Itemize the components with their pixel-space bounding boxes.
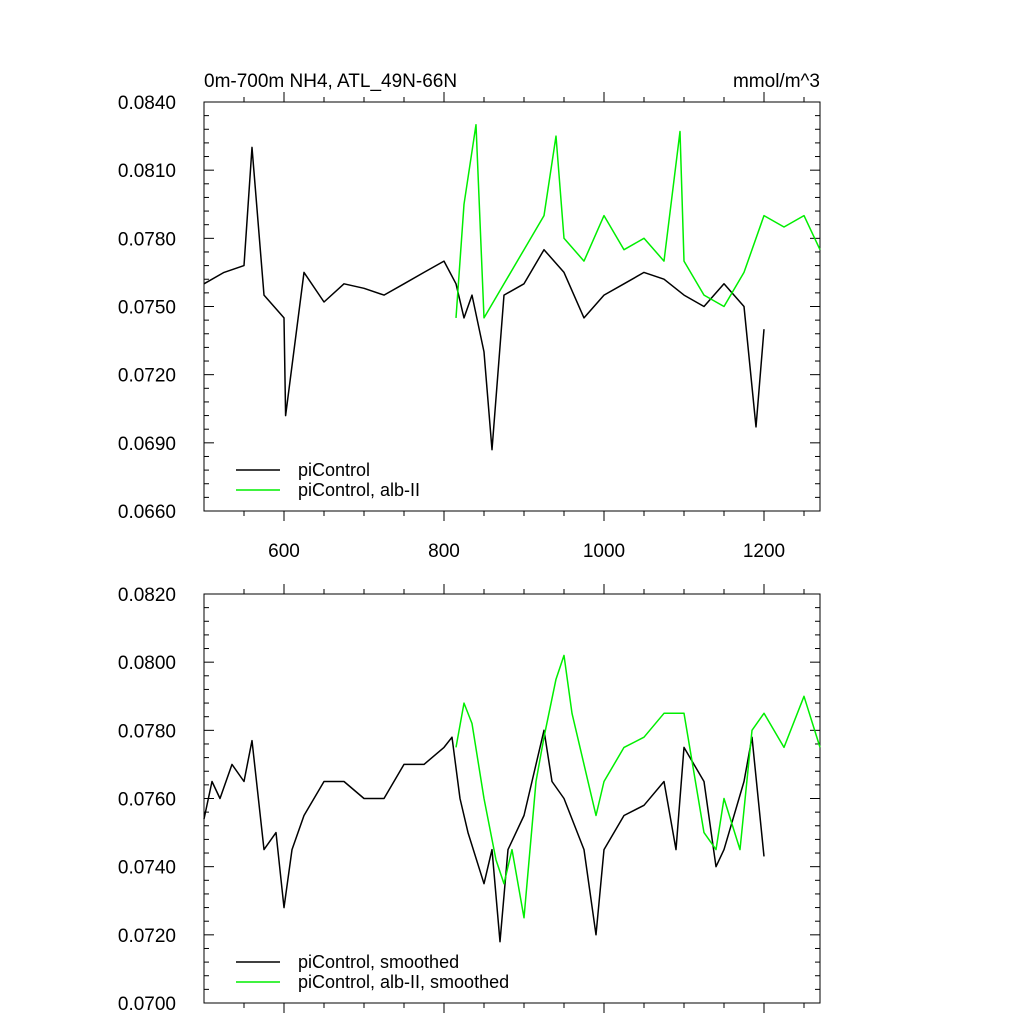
legend-label-picontrol-smoothed: piControl, smoothed <box>298 952 459 972</box>
top-chart-series <box>203 123 821 451</box>
y-tick-label: 0.0750 <box>118 298 176 319</box>
y-tick-label: 0.0810 <box>118 161 176 182</box>
y-tick-label: 0.0760 <box>118 790 176 811</box>
y-tick-label: 0.0740 <box>118 858 176 879</box>
x-tick-label: 800 <box>428 541 460 562</box>
bottom-chart-ticks: 0.0700 0.0720 0.0740 0.0760 0.0780 0.0800 0.08… <box>118 584 820 1015</box>
y-tick-label: 0.0690 <box>118 434 176 455</box>
top-chart-title: 0m-700m NH4, ATL_49N-66N <box>204 71 457 92</box>
legend-label-picontrol: piControl <box>298 460 370 480</box>
y-tick-label: 0.0840 <box>118 93 176 114</box>
y-tick-label: 0.0780 <box>118 229 176 250</box>
bottom-chart-series <box>203 654 821 943</box>
x-tick-label: 600 <box>268 541 300 562</box>
bottom-chart-plot-frame <box>203 593 821 1004</box>
top-chart-units: mmol/m^3 <box>733 71 820 92</box>
series-line-1-0 <box>203 729 765 943</box>
y-tick-label: 0.0660 <box>118 502 176 523</box>
top-chart-panel: 0m-700m NH4, ATL_49N-66N mmol/m^3 0.0660… <box>118 71 821 562</box>
bottom-chart-legend: piControl, smoothed piControl, alb-II, s… <box>236 952 509 992</box>
bottom-chart-panel: 0.0700 0.0720 0.0740 0.0760 0.0780 0.0800 0.08… <box>118 584 821 1015</box>
y-tick-label: 0.0720 <box>118 366 176 387</box>
series-line-0-0 <box>203 146 765 451</box>
y-tick-label: 0.0800 <box>118 653 176 674</box>
y-tick-label: 0.0780 <box>118 721 176 742</box>
y-tick-label: 0.0820 <box>118 585 176 606</box>
series-line-1-1 <box>455 654 821 919</box>
legend-label-picontrol-alb-ii-smoothed: piControl, alb-II, smoothed <box>298 972 509 992</box>
top-chart-legend: piControl piControl, alb-II <box>236 460 420 500</box>
y-tick-label: 0.0720 <box>118 926 176 947</box>
x-tick-label: 1000 <box>583 541 625 562</box>
legend-label-picontrol-alb-ii: piControl, alb-II <box>298 480 420 500</box>
top-chart-plot-frame <box>203 101 821 512</box>
top-chart-ticks: 0.0660 0.0690 0.0720 0.0750 0.0780 0.0810 0.08… <box>118 92 820 562</box>
y-tick-label: 0.0700 <box>118 994 176 1015</box>
x-tick-label: 1200 <box>743 541 785 562</box>
series-line-0-1 <box>455 123 821 319</box>
